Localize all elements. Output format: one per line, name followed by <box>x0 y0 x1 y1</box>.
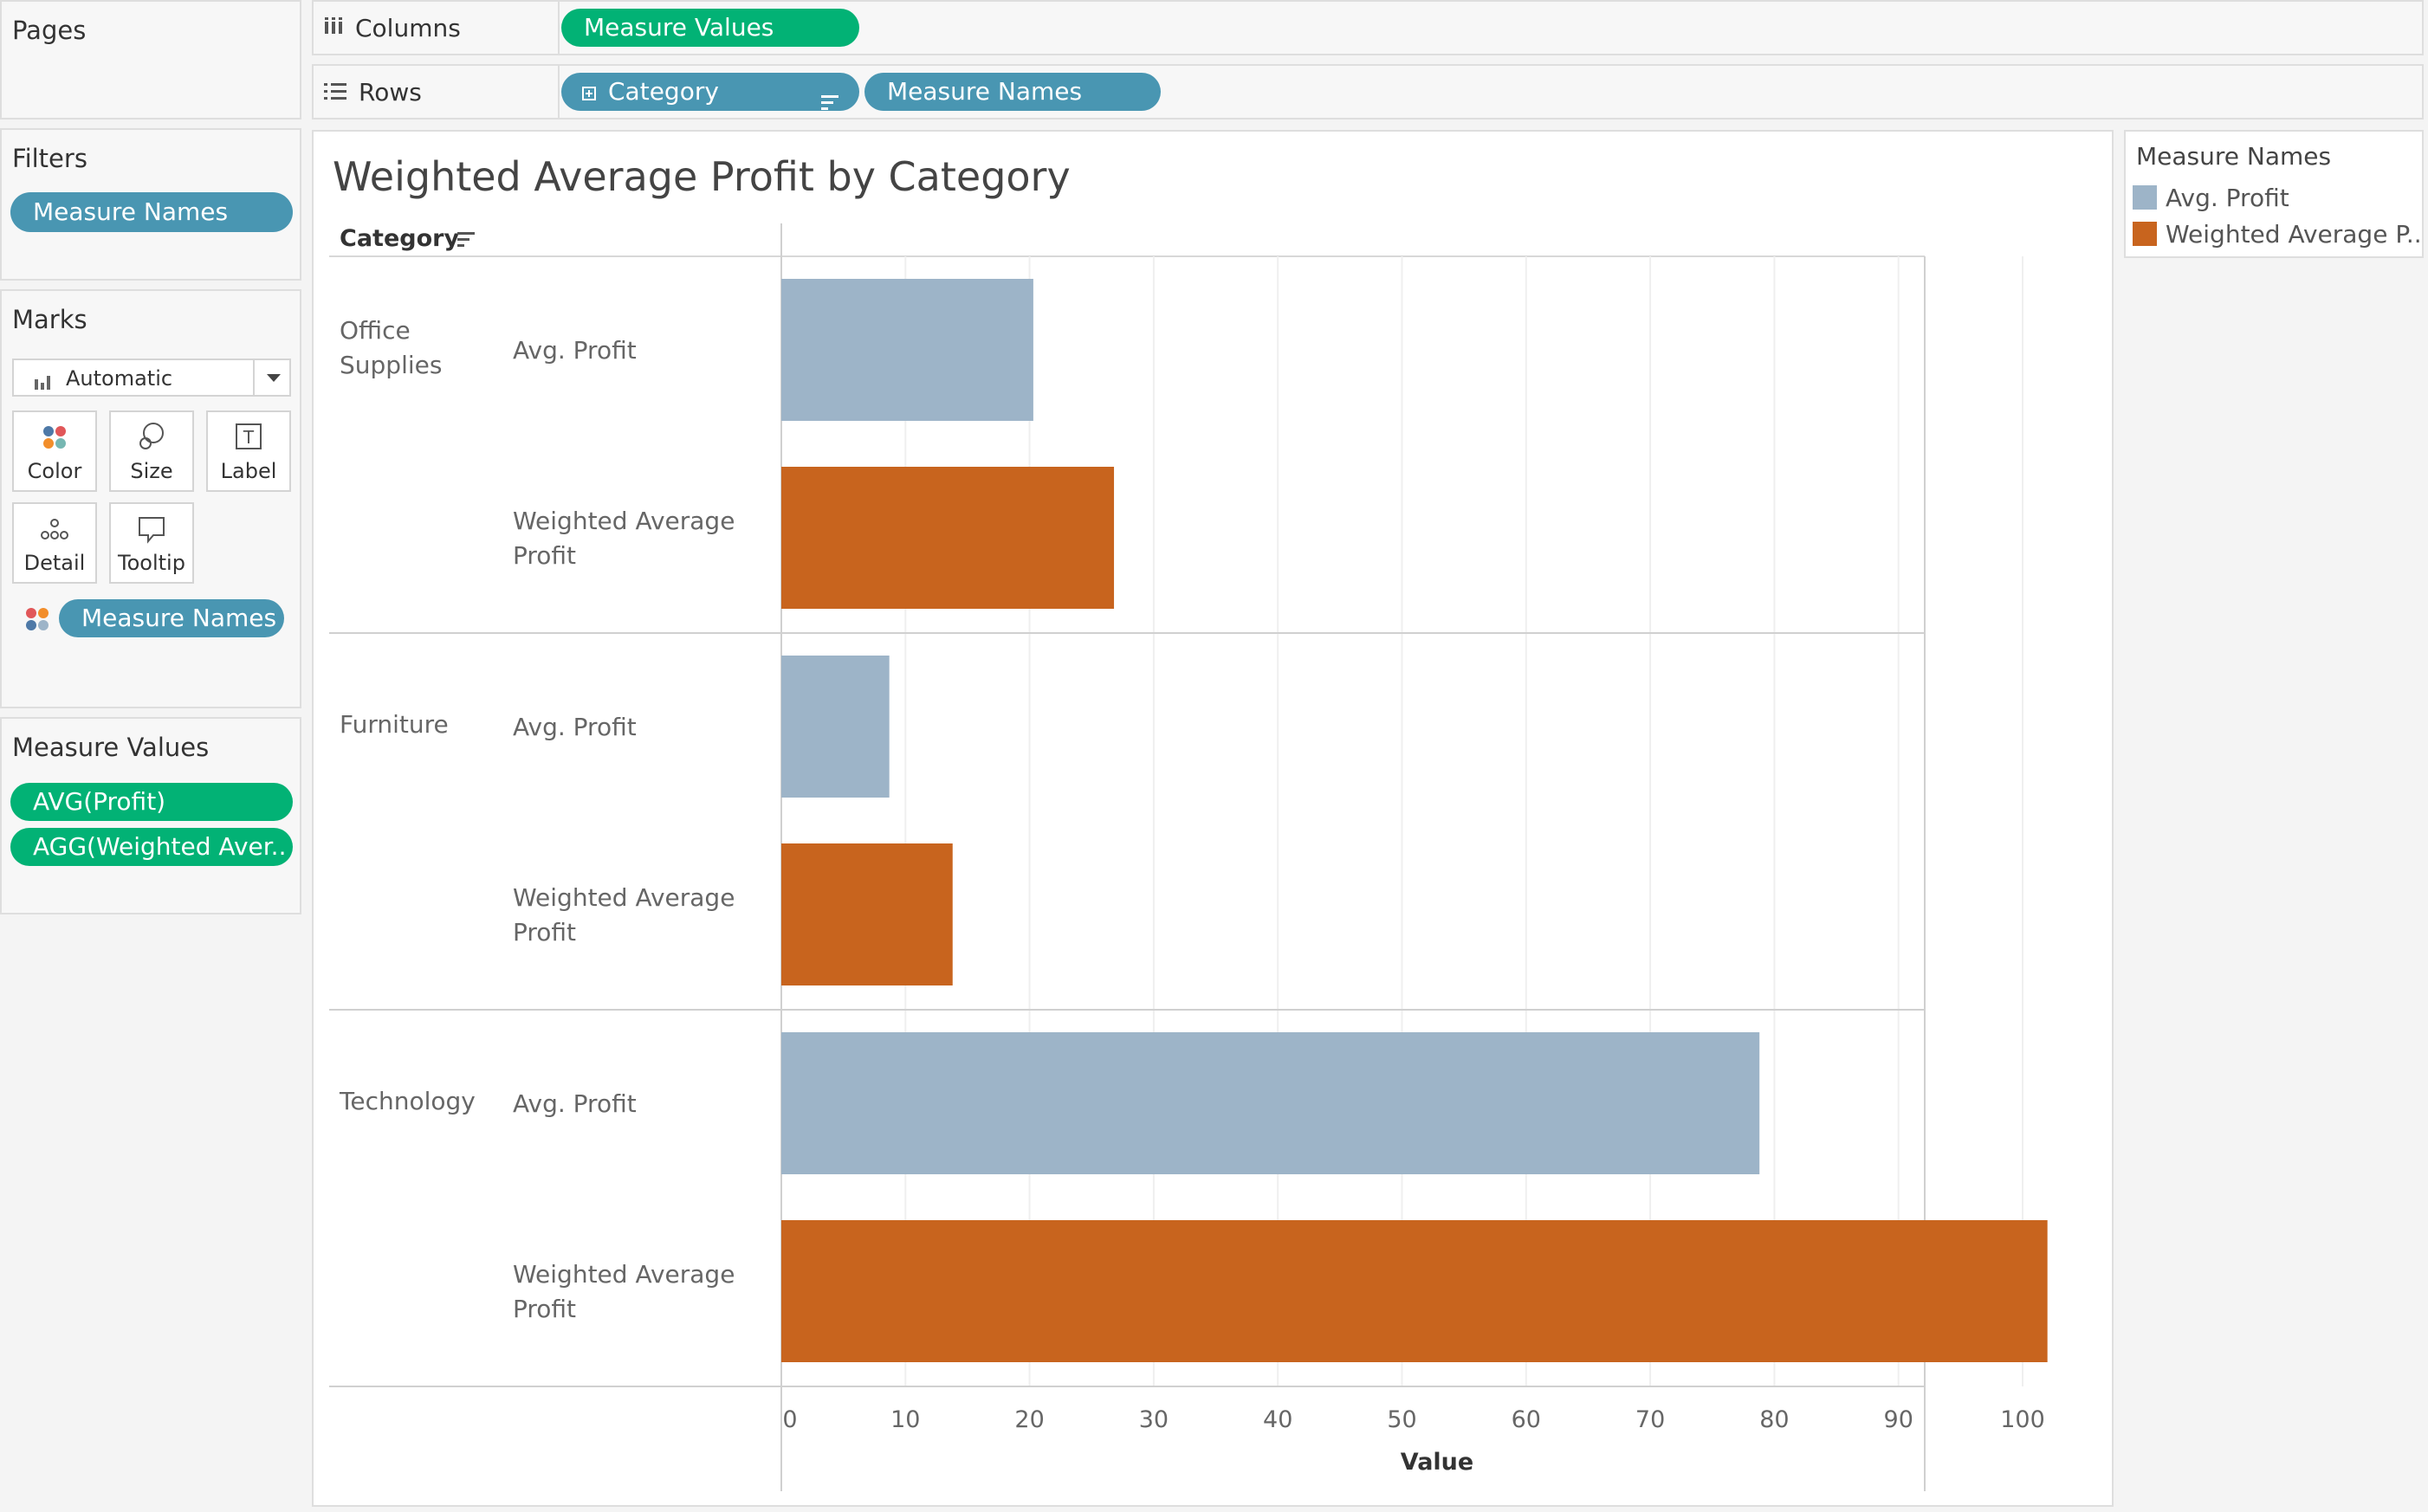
measure-name-label: Avg. Profit <box>513 1089 637 1118</box>
rows-pill-category[interactable]: Category <box>561 73 859 111</box>
measure-name-label-line: Profit <box>513 1295 576 1323</box>
mark-type-value: Automatic <box>66 366 173 391</box>
measure-name-label-line: Profit <box>513 918 576 947</box>
x-tick-label: 100 <box>2000 1406 2045 1433</box>
category-label: Office Supplies <box>340 316 442 379</box>
measure-name-label: Avg. Profit <box>513 336 637 365</box>
x-tick-label: 70 <box>1635 1406 1665 1433</box>
x-tick-label: 40 <box>1263 1406 1292 1433</box>
bar-chart-icon <box>35 371 52 395</box>
measure-name-label: Weighted Average Profit <box>513 1260 735 1323</box>
pages-panel[interactable]: Pages <box>0 0 301 120</box>
marks-panel: Marks Automatic Color Size T Label Detai… <box>0 289 301 708</box>
bar-chart: Weighted Average Profit by Category Cate… <box>329 153 2048 1491</box>
svg-text:T: T <box>243 427 255 448</box>
legend-swatch <box>2133 185 2157 210</box>
measure-value-pill-weighted[interactable]: AGG(Weighted Aver.. <box>10 828 293 866</box>
legend-title: Measure Names <box>2136 142 2332 171</box>
filter-pill-measure-names[interactable]: Measure Names <box>10 192 293 232</box>
category-label-line: Supplies <box>340 351 442 379</box>
rows-pill-category-label: Category <box>608 77 719 106</box>
x-tick-label: 30 <box>1139 1406 1169 1433</box>
chart-title: Weighted Average Profit by Category <box>333 153 1071 200</box>
rows-shelf[interactable]: Rows Category Measure Names <box>312 64 2424 120</box>
x-tick-label: 80 <box>1759 1406 1789 1433</box>
category-label-line: Office <box>340 316 411 345</box>
measure-name-label-line: Weighted Average <box>513 1260 735 1289</box>
measure-name-label-line: Avg. Profit <box>513 336 637 365</box>
color-icon <box>14 421 95 456</box>
marks-color-pill[interactable]: Measure Names <box>59 599 284 637</box>
chevron-down-icon[interactable] <box>267 374 281 382</box>
columns-label: Columns <box>355 13 461 42</box>
legend-swatch <box>2133 222 2157 246</box>
tooltip-button[interactable]: Tooltip <box>109 502 194 584</box>
category-label-line: Technology <box>339 1087 476 1115</box>
mark-type-dropdown[interactable]: Automatic <box>12 359 291 397</box>
detail-icon <box>14 513 95 547</box>
measure-name-label: Avg. Profit <box>513 713 637 741</box>
bar <box>781 467 1115 609</box>
measure-name-label-line: Profit <box>513 541 576 570</box>
color-encoding-icon <box>24 606 50 636</box>
legend-item-weighted-average[interactable]: Weighted Average P.. <box>2133 220 2422 249</box>
filters-panel[interactable]: Filters Measure Names <box>0 128 301 281</box>
bar <box>781 279 1033 421</box>
measure-name-label: Weighted Average Profit <box>513 507 735 570</box>
bar <box>781 843 953 985</box>
size-icon <box>111 421 192 456</box>
label-button[interactable]: T Label <box>206 410 291 492</box>
x-tick-label: 10 <box>890 1406 920 1433</box>
measure-name-label-line: Avg. Profit <box>513 713 637 741</box>
category-label: Furniture <box>340 710 449 739</box>
measure-name-label: Weighted Average Profit <box>513 883 735 947</box>
category-label: Technology <box>339 1087 476 1115</box>
x-tick-label: 0 <box>782 1406 797 1433</box>
color-button[interactable]: Color <box>12 410 97 492</box>
bar <box>781 656 890 798</box>
x-axis-title: Value <box>1401 1449 1473 1476</box>
header-sort-icon[interactable] <box>457 232 475 247</box>
pages-title: Pages <box>12 16 87 45</box>
x-tick-label: 50 <box>1387 1406 1416 1433</box>
tooltip-icon <box>111 513 192 547</box>
rows-pill-measure-names[interactable]: Measure Names <box>864 73 1161 111</box>
sort-icon[interactable] <box>821 84 840 111</box>
category-label-line: Furniture <box>340 710 449 739</box>
measure-name-label-line: Avg. Profit <box>513 1089 637 1118</box>
color-legend[interactable]: Measure Names Avg. Profit Weighted Avera… <box>2124 130 2424 258</box>
marks-title: Marks <box>12 305 87 334</box>
measure-values-panel: Measure Values AVG(Profit) AGG(Weighted … <box>0 717 301 914</box>
measure-values-title: Measure Values <box>12 733 210 762</box>
measure-name-label-line: Weighted Average <box>513 883 735 912</box>
label-icon: T <box>208 421 289 456</box>
bar <box>781 1032 1760 1174</box>
bar <box>781 1220 2048 1362</box>
rows-label: Rows <box>359 77 422 107</box>
category-header[interactable]: Category <box>340 225 459 252</box>
columns-pill-measure-values[interactable]: Measure Values <box>561 9 859 47</box>
detail-button[interactable]: Detail <box>12 502 97 584</box>
expand-icon[interactable] <box>582 87 596 100</box>
size-button[interactable]: Size <box>109 410 194 492</box>
x-tick-label: 20 <box>1014 1406 1044 1433</box>
columns-shelf[interactable]: Columns Measure Values <box>312 0 2424 55</box>
view-canvas[interactable]: Weighted Average Profit by Category Cate… <box>312 130 2114 1507</box>
filters-title: Filters <box>12 144 87 173</box>
measure-value-pill-avg-profit[interactable]: AVG(Profit) <box>10 783 293 821</box>
measure-name-label-line: Weighted Average <box>513 507 735 535</box>
columns-icon <box>324 14 343 42</box>
x-tick-label: 90 <box>1884 1406 1913 1433</box>
x-tick-label: 60 <box>1512 1406 1541 1433</box>
rows-icon <box>324 78 346 107</box>
legend-item-avg-profit[interactable]: Avg. Profit <box>2133 184 2289 212</box>
